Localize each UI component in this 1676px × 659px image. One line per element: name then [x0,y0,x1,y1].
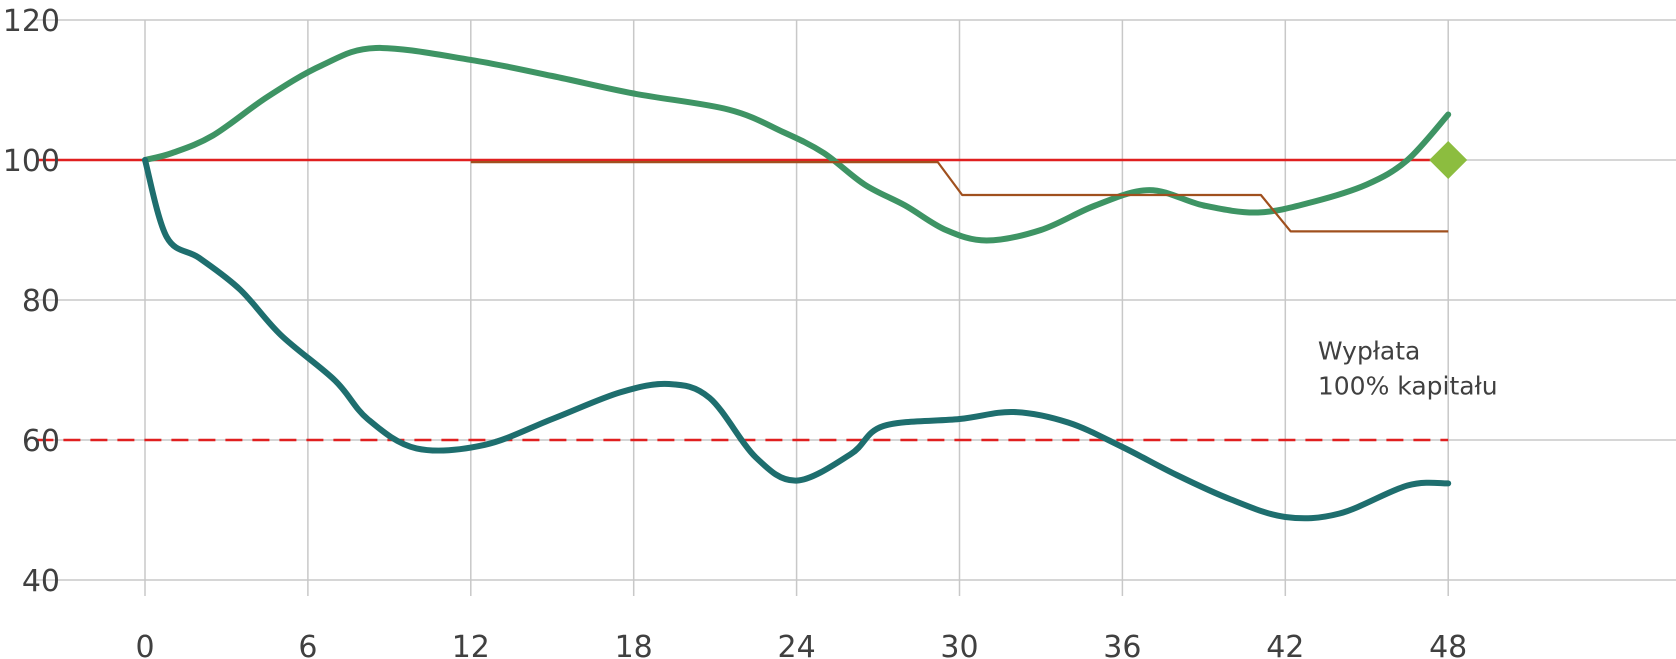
x-tick-label-36: 36 [1103,630,1141,659]
tick-labels: 40 60 80 100 120 0 6 12 18 24 30 36 42 48 [3,4,1468,659]
marker-diamond [1429,141,1468,179]
y-tick-label-80: 80 [22,284,60,319]
x-tick-label-6: 6 [298,630,317,659]
y-tick-label-120: 120 [3,4,60,39]
x-tick-label-24: 24 [778,630,816,659]
y-tick-label-100: 100 [3,144,60,179]
x-tick-label-48: 48 [1429,630,1467,659]
grid [36,19,1676,596]
x-tick-label-42: 42 [1266,630,1304,659]
x-tick-label-0: 0 [135,630,154,659]
markers [1429,141,1468,179]
y-tick-label-60: 60 [22,424,60,459]
x-tick-label-18: 18 [615,630,653,659]
annotation-line-1: Wypłata [1318,337,1421,366]
series [142,44,1452,522]
x-tick-label-12: 12 [452,630,490,659]
y-tick-label-40: 40 [22,564,60,599]
series-line-3 [470,161,1449,233]
series-line-2 [142,157,1452,522]
x-tick-label-30: 30 [940,630,978,659]
annotation-line-2: 100% kapitału [1318,372,1498,401]
series-line-1 [142,44,1452,244]
